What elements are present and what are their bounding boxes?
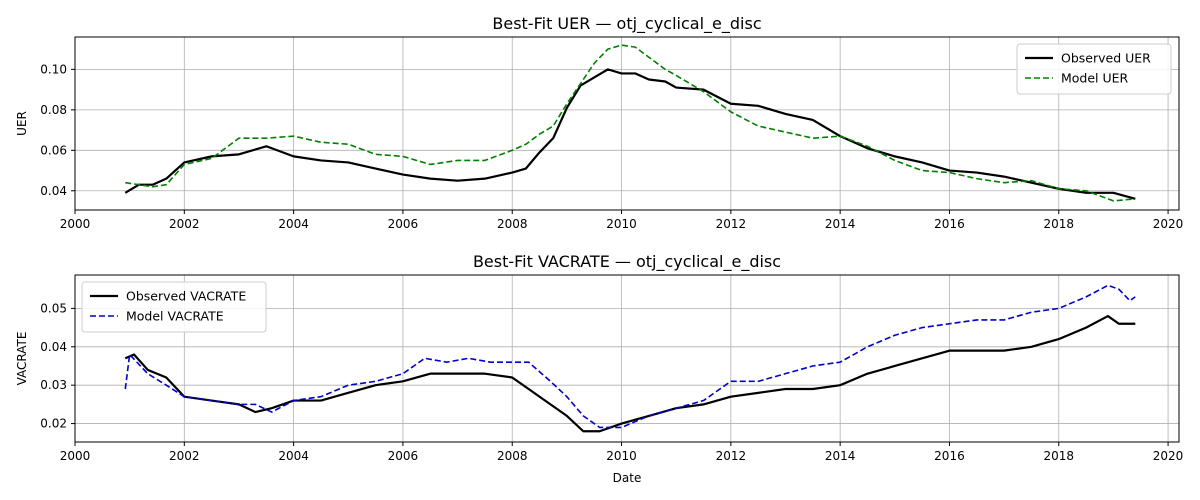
x-tick-label: 2010 (606, 449, 637, 463)
legend-box (81, 281, 267, 333)
plot-frame (74, 274, 1180, 443)
x-tick-label: 2004 (278, 449, 309, 463)
x-tick-label: 2014 (825, 217, 856, 231)
y-tick-label: 0.03 (40, 378, 67, 392)
chart-title: Best-Fit UER — otj_cyclical_e_disc (492, 14, 761, 34)
plot-frame (74, 36, 1180, 211)
y-tick-label: 0.08 (40, 103, 67, 117)
x-tick-label: 2000 (60, 449, 91, 463)
legend: Observed UER Model UER (1016, 43, 1172, 95)
y-tick-label: 0.05 (40, 301, 67, 315)
legend-box (1016, 43, 1172, 95)
x-tick-label: 2002 (169, 217, 200, 231)
y-axis-label: VACRATE (15, 332, 29, 386)
uer-panel: Best-Fit UER — otj_cyclical_e_disc 2000 20… (15, 14, 1183, 231)
y-tick-label: 0.10 (40, 62, 67, 76)
x-tick-label: 2020 (1153, 449, 1184, 463)
y-tick-label: 0.04 (40, 184, 67, 198)
vacrate-model-line (124, 284, 1136, 429)
x-tick-label: 2016 (934, 217, 965, 231)
legend-label: Model VACRATE (126, 309, 224, 324)
x-tick-label: 2018 (1043, 217, 1074, 231)
x-tick-label: 2012 (716, 449, 747, 463)
y-axis-label: UER (15, 111, 29, 136)
uer-observed-line (124, 68, 1136, 200)
x-tick-label: 2004 (278, 217, 309, 231)
x-tick-label: 2008 (497, 217, 528, 231)
y-tick-label: 0.06 (40, 143, 67, 157)
x-tick-label: 2012 (716, 217, 747, 231)
x-tick-label: 2002 (169, 449, 200, 463)
legend-label: Observed VACRATE (126, 289, 246, 304)
x-tick-label: 2018 (1043, 449, 1074, 463)
chart-title: Best-Fit VACRATE — otj_cyclical_e_disc (473, 252, 781, 272)
x-tick-label: 2016 (934, 449, 965, 463)
y-tick-label: 0.02 (40, 417, 67, 431)
x-tick-label: 2014 (825, 449, 856, 463)
x-tick-label: 2000 (60, 217, 91, 231)
y-tick-label: 0.04 (40, 340, 67, 354)
uer-model-line (125, 44, 1136, 202)
x-tick-label: 2006 (388, 217, 419, 231)
legend-label: Model UER (1061, 71, 1129, 86)
x-axis-label: Date (613, 471, 642, 485)
vacrate-panel: Best-Fit VACRATE — otj_cyclical_e_disc 20… (15, 252, 1183, 485)
x-tick-label: 2008 (497, 449, 528, 463)
legend-label: Observed UER (1061, 51, 1151, 66)
x-tick-label: 2010 (606, 217, 637, 231)
x-tick-label: 2020 (1153, 217, 1184, 231)
x-tick-label: 2006 (388, 449, 419, 463)
vacrate-observed-line (124, 314, 1136, 433)
legend: Observed VACRATE Model VACRATE (81, 281, 267, 333)
